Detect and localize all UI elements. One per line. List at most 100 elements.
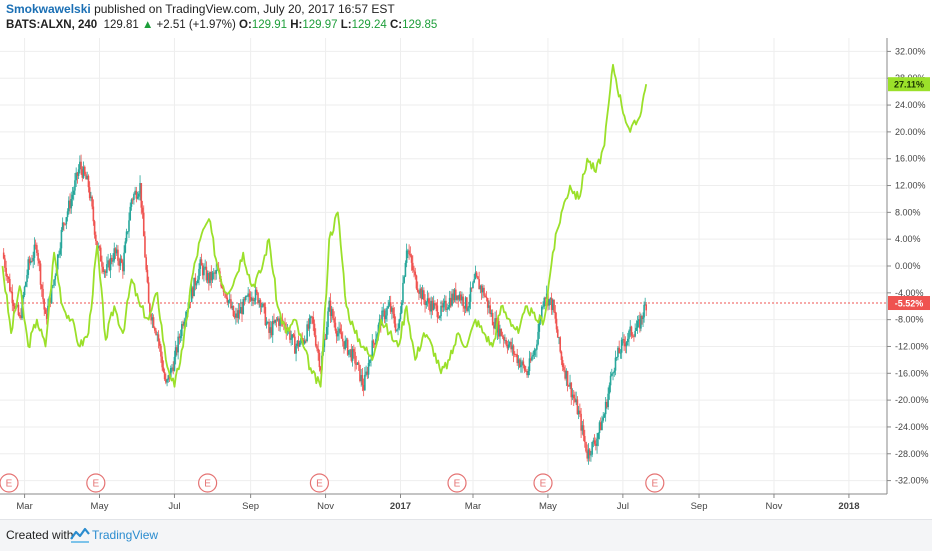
- candle-body: [513, 354, 516, 356]
- candle-body: [372, 340, 375, 344]
- candle-body: [534, 349, 537, 351]
- candle-body: [642, 317, 644, 320]
- candle-body: [81, 169, 84, 178]
- candle-body: [38, 260, 41, 264]
- candle-body: [295, 345, 297, 354]
- candle-body: [103, 271, 106, 272]
- candle-body: [593, 440, 596, 444]
- candle-body: [367, 363, 370, 375]
- candle-body: [360, 375, 362, 382]
- chart-header-line2: BATS:ALXN, 240 129.81 ▲ +2.51 (+1.97%) O…: [6, 19, 437, 31]
- candle-body: [467, 307, 469, 311]
- candle-body: [5, 267, 7, 277]
- candle-body: [104, 271, 107, 273]
- candle-body: [332, 309, 334, 319]
- candle-body: [28, 259, 31, 264]
- candle-body: [267, 322, 269, 323]
- candle-body: [138, 193, 140, 197]
- last-value-text: 27.11%: [894, 80, 924, 90]
- candle-body: [542, 306, 544, 308]
- candles-series: [2, 154, 648, 465]
- candle-body: [440, 305, 442, 317]
- candle-body: [181, 324, 183, 337]
- y-tick-label: -28.00%: [895, 449, 929, 459]
- price-change: +2.51 (+1.97%): [156, 19, 236, 31]
- candle-body: [431, 300, 434, 310]
- candle-body: [260, 306, 263, 308]
- candle-body: [537, 331, 539, 345]
- candle-body: [595, 443, 597, 446]
- candle-body: [231, 305, 233, 309]
- candle-body: [405, 250, 408, 263]
- candle-body: [636, 321, 639, 328]
- chart-grid: [0, 38, 887, 494]
- candle-body: [381, 310, 383, 326]
- y-tick-label: -32.00%: [895, 476, 929, 486]
- candle-body: [93, 221, 96, 235]
- candle-body: [258, 300, 261, 304]
- candle-body: [60, 229, 63, 249]
- symbol-label[interactable]: BATS:ALXN, 240: [6, 19, 98, 31]
- candle-body: [608, 385, 611, 394]
- candle-body: [421, 290, 424, 300]
- candle-body: [275, 319, 278, 321]
- candle-body: [426, 298, 429, 302]
- candle-body: [346, 339, 349, 355]
- candle-body: [574, 398, 576, 402]
- candle-body: [612, 372, 614, 374]
- candle-body: [345, 339, 348, 341]
- y-tick-label: 20.00%: [895, 127, 926, 137]
- candle-body: [484, 295, 487, 297]
- price-chart[interactable]: 32.00%28.00%24.00%20.00%16.00%12.00%8.00…: [0, 38, 932, 519]
- earnings-marker-icon: [309, 473, 330, 493]
- candle-body: [565, 370, 568, 379]
- tradingview-brand-link[interactable]: TradingView: [92, 528, 159, 542]
- candle-body: [139, 183, 141, 194]
- candle-body: [269, 327, 272, 333]
- candle-body: [478, 279, 480, 290]
- candle-body: [453, 289, 456, 301]
- candle-body: [561, 360, 564, 368]
- candle-body: [475, 272, 478, 277]
- candle-body: [408, 250, 410, 255]
- candle-body: [66, 211, 69, 218]
- candle-body: [456, 295, 458, 300]
- candle-body: [500, 328, 503, 336]
- low-value: 129.24: [351, 19, 387, 31]
- candle-body: [199, 259, 202, 269]
- candle-body: [76, 172, 79, 176]
- x-tick-label: Nov: [766, 501, 783, 512]
- candle-body: [521, 361, 523, 365]
- candle-body: [4, 258, 6, 268]
- tradingview-logo-icon: [70, 527, 90, 543]
- candle-body: [506, 344, 509, 349]
- candle-body: [130, 199, 133, 207]
- candle-body: [225, 292, 227, 298]
- author-link[interactable]: Smokwawelski: [6, 2, 91, 16]
- candle-body: [469, 287, 472, 302]
- candle-body: [587, 449, 590, 459]
- candle-body: [583, 436, 586, 442]
- footer-bar: Created with TradingView: [0, 519, 932, 551]
- candle-body: [327, 311, 329, 328]
- last-value-labels: 27.11% -5.52%: [888, 77, 930, 311]
- candle-body: [133, 194, 135, 200]
- candle-body: [11, 291, 14, 304]
- y-tick-label: -8.00%: [895, 315, 924, 325]
- candle-body: [36, 245, 38, 253]
- candle-body: [598, 422, 601, 434]
- candle-body: [134, 190, 136, 195]
- candle-body: [110, 257, 113, 262]
- y-tick-label: -12.00%: [895, 341, 929, 351]
- candle-body: [628, 330, 630, 339]
- candle-body: [90, 196, 92, 199]
- candle-body: [450, 297, 452, 306]
- candle-body: [404, 262, 407, 277]
- candle-body: [516, 354, 519, 364]
- candle-body: [554, 311, 557, 319]
- candle-body: [43, 299, 46, 310]
- candle-body: [611, 373, 613, 376]
- candle-body: [2, 252, 5, 259]
- candle-body: [599, 422, 602, 431]
- candle-body: [497, 320, 500, 337]
